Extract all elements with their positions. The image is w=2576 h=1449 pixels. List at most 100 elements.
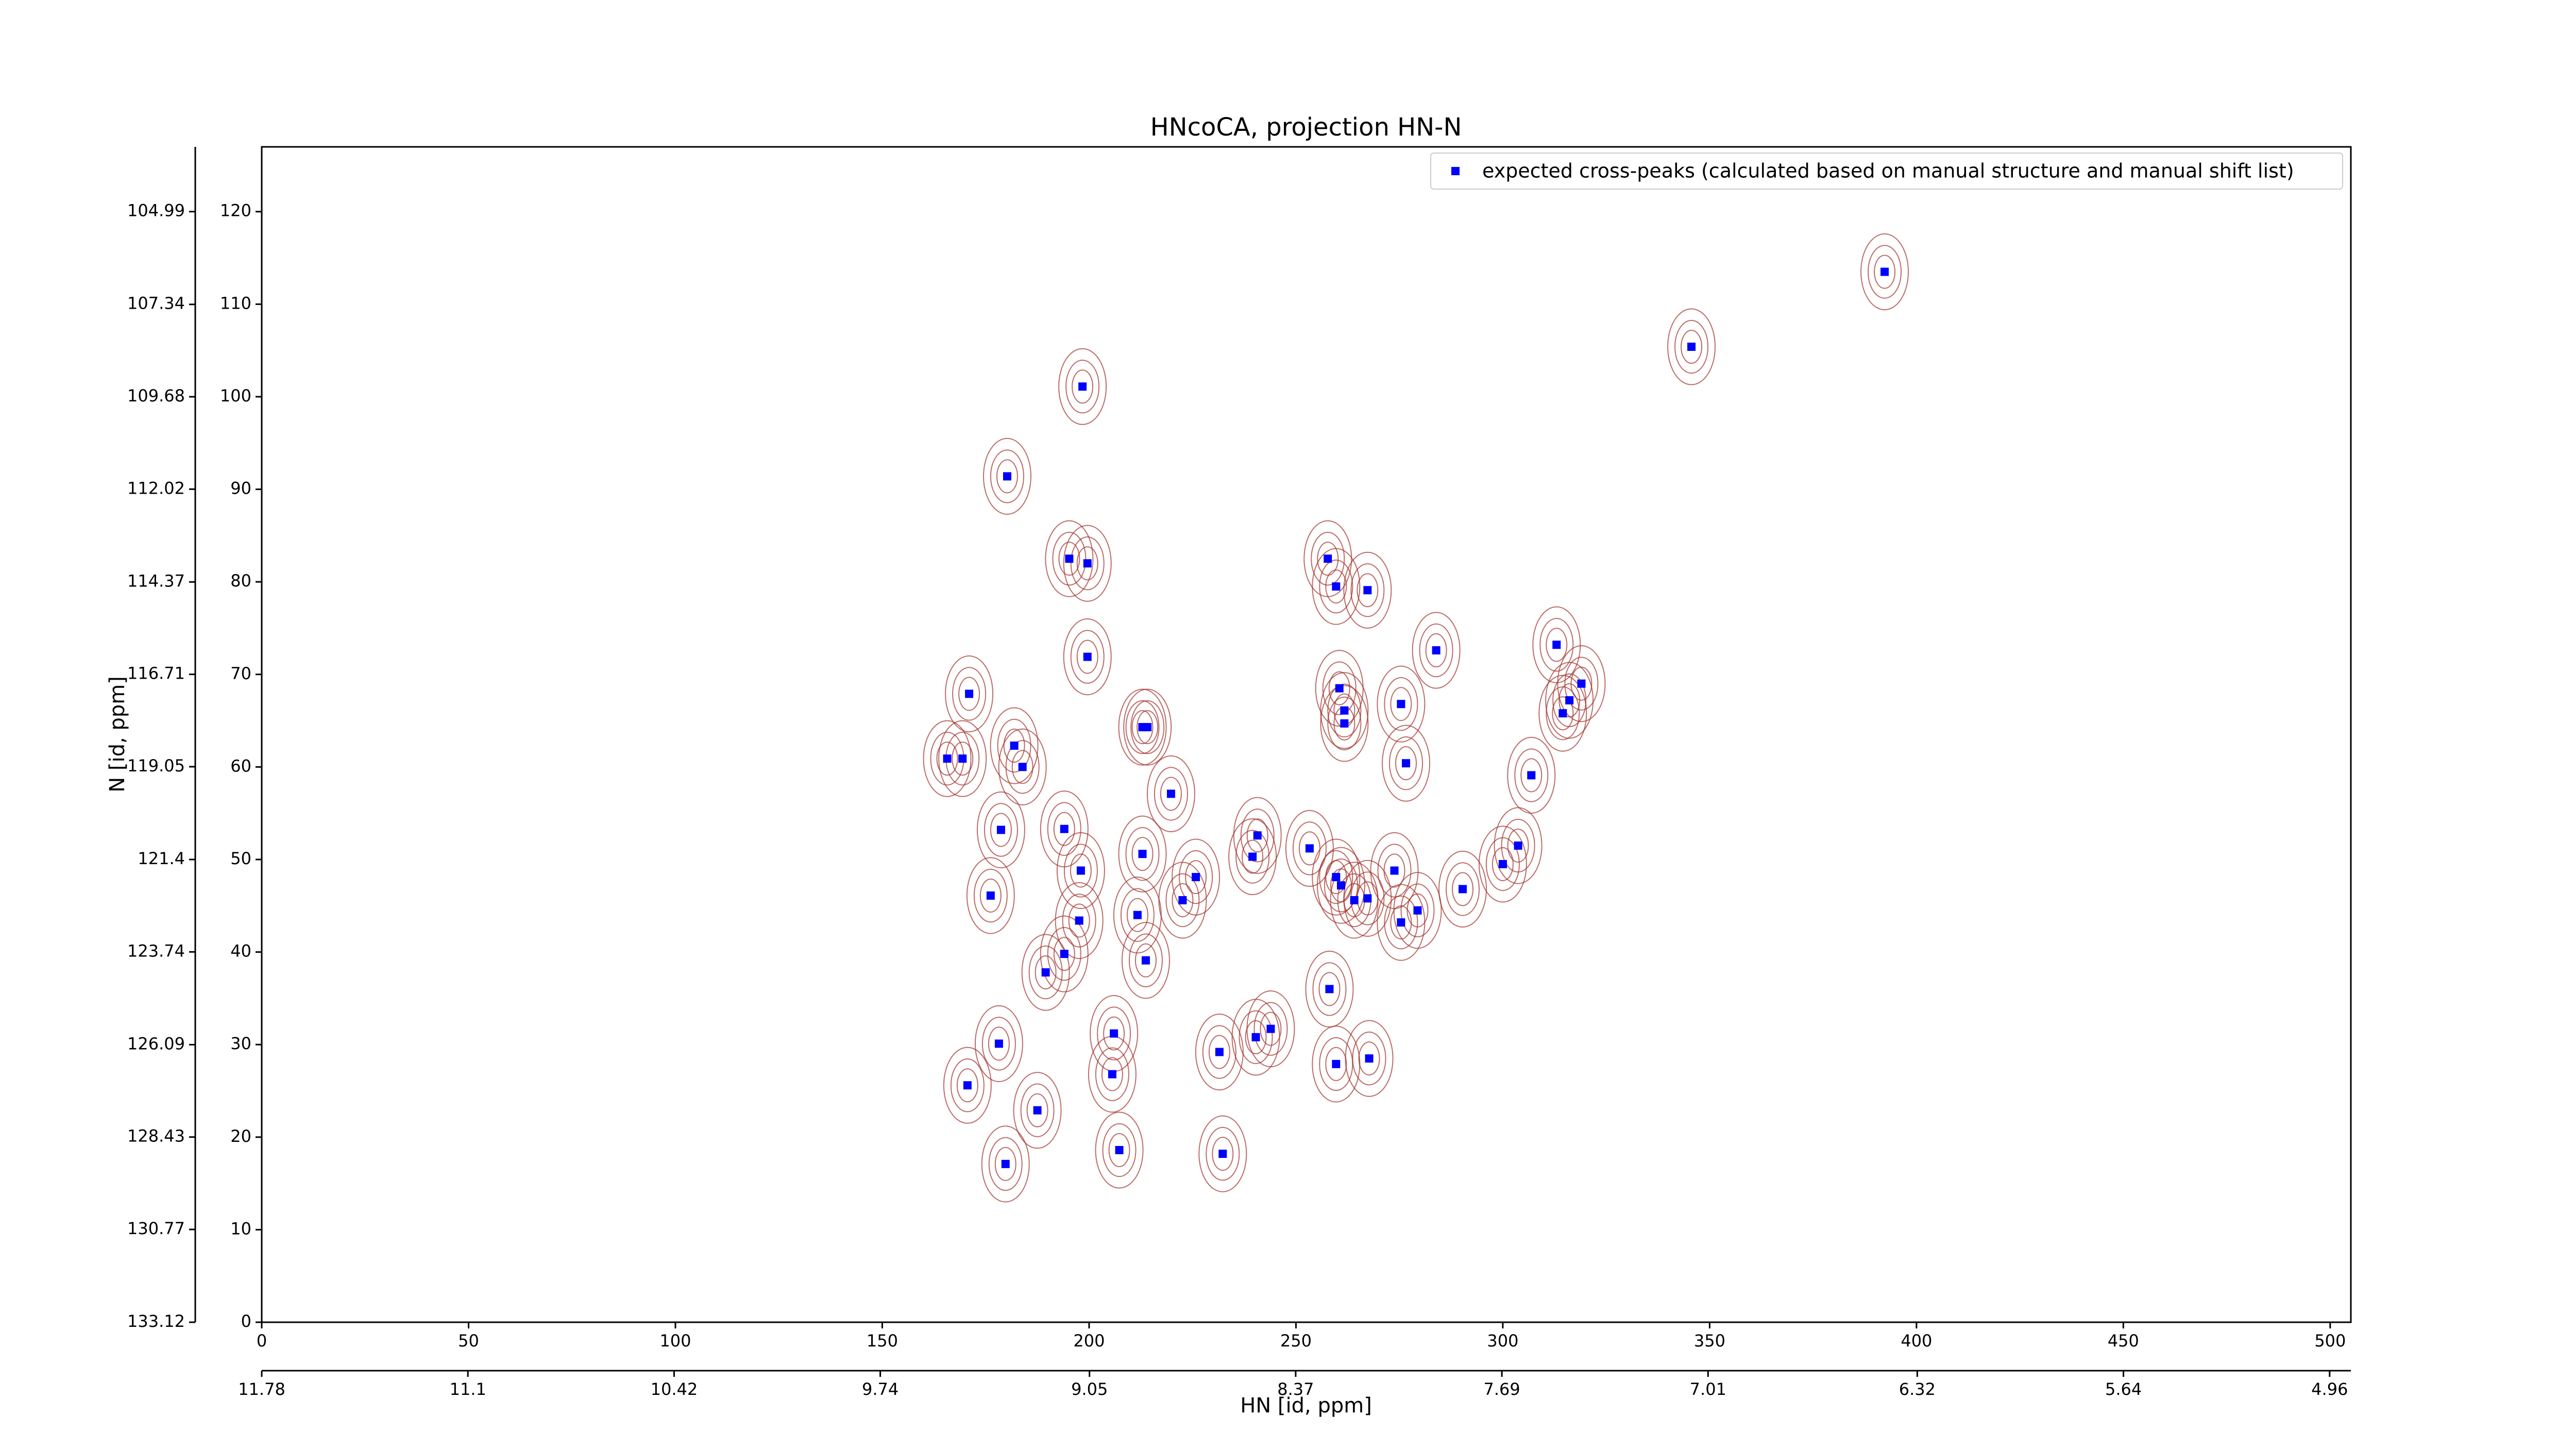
peak-contour xyxy=(997,718,1031,773)
point xyxy=(1001,1159,1010,1168)
y2-tick-label: 130.77 xyxy=(127,1219,185,1238)
x2-tick-label: 10.42 xyxy=(651,1379,698,1399)
peak-contour xyxy=(1097,1006,1131,1060)
peak-contour xyxy=(936,742,958,776)
legend-label: expected cross-peaks (calculated based o… xyxy=(1482,160,2294,182)
point xyxy=(943,754,952,763)
peak-contour xyxy=(1312,548,1361,625)
peak-contour xyxy=(973,868,1008,923)
peak-contour xyxy=(1312,838,1361,916)
peak-contour xyxy=(1130,700,1165,754)
peak-contour xyxy=(1208,1035,1230,1069)
x-tick-label: 350 xyxy=(1694,1331,1725,1351)
point xyxy=(1166,789,1175,798)
x2-tick-label: 5.64 xyxy=(2105,1379,2142,1399)
peak-contour xyxy=(1013,1072,1062,1149)
x2-tick-label: 11.78 xyxy=(238,1379,285,1399)
point xyxy=(1041,968,1050,977)
peak-contour xyxy=(1246,990,1295,1068)
y2-tick-label: 126.09 xyxy=(127,1034,185,1053)
point xyxy=(1110,1029,1118,1038)
peak-contour xyxy=(1320,672,1369,749)
point xyxy=(963,1081,972,1090)
peak-contour xyxy=(956,1068,978,1103)
peak-contour xyxy=(1045,520,1094,597)
peak-contour xyxy=(1070,630,1105,684)
x2-tick-label: 11.1 xyxy=(450,1379,486,1399)
x-tick-label: 100 xyxy=(659,1331,691,1351)
peak-contour xyxy=(1395,746,1417,781)
point xyxy=(1266,1024,1275,1033)
point xyxy=(1432,646,1440,655)
point xyxy=(1363,894,1372,903)
peak-contour xyxy=(1324,858,1358,913)
peak-contour xyxy=(1389,736,1423,790)
peak-contour xyxy=(1674,319,1709,374)
peak-contour xyxy=(1154,767,1188,821)
point xyxy=(1397,918,1405,927)
point xyxy=(1218,1150,1227,1158)
x-tick-label: 300 xyxy=(1487,1331,1518,1351)
point xyxy=(1076,866,1085,875)
x-tick-label: 150 xyxy=(867,1331,898,1351)
peak-contour xyxy=(1185,860,1207,895)
peak-contour xyxy=(950,1058,985,1113)
x2-tick-label: 7.01 xyxy=(1690,1379,1726,1399)
peak-contour xyxy=(1352,1031,1386,1086)
peak-contour xyxy=(1053,937,1075,971)
peak-contour xyxy=(1558,683,1581,718)
point xyxy=(1397,700,1405,709)
point xyxy=(1558,709,1567,718)
x2-tick-label: 9.05 xyxy=(1071,1379,1108,1399)
peak-contour xyxy=(981,1017,1016,1071)
point xyxy=(1133,911,1142,919)
legend-marker xyxy=(1451,167,1460,175)
peak-contour xyxy=(1118,688,1167,766)
point xyxy=(1527,771,1536,780)
peak-contour xyxy=(1113,877,1162,954)
peak-contour xyxy=(1063,618,1112,696)
peak-contour xyxy=(1235,830,1270,884)
peak-contour xyxy=(1419,623,1453,678)
peak-contour xyxy=(1040,915,1089,992)
x-tick-label: 50 xyxy=(458,1331,479,1351)
peak-contour xyxy=(1384,677,1418,731)
y-tick-label: 30 xyxy=(230,1034,251,1053)
peak-contour xyxy=(1325,1047,1347,1081)
peak-contour xyxy=(1520,758,1543,793)
y2-tick-label: 112.02 xyxy=(127,478,185,498)
point xyxy=(1390,866,1399,875)
point xyxy=(1413,906,1422,915)
y2-tick-label: 104.99 xyxy=(127,201,185,221)
peak-contour xyxy=(1172,883,1194,917)
plot-frame xyxy=(261,146,2352,1323)
point xyxy=(1880,267,1889,276)
y2-tick-label: 119.05 xyxy=(127,756,185,776)
peak-contour xyxy=(1058,348,1107,425)
peak-contour xyxy=(1412,612,1461,689)
peak-contour xyxy=(1123,688,1172,766)
point xyxy=(1251,1033,1260,1041)
peak-contour xyxy=(1545,662,1594,739)
peak-contour xyxy=(1076,546,1098,581)
peak-contour xyxy=(1070,853,1092,888)
peak-contour xyxy=(1202,1025,1236,1079)
peak-contour xyxy=(1260,1012,1282,1046)
peak-contour xyxy=(1400,883,1435,937)
peak-contour xyxy=(1198,1115,1247,1192)
peak-contour xyxy=(1681,329,1703,364)
point xyxy=(1060,824,1069,833)
peak-contour xyxy=(1028,945,1063,1000)
point xyxy=(1108,1070,1116,1079)
peak-contour xyxy=(1667,308,1716,385)
peak-contour xyxy=(952,667,987,721)
peak-contour xyxy=(1026,1093,1048,1127)
peak-contour xyxy=(1131,710,1154,745)
peak-contour xyxy=(1292,821,1327,875)
point xyxy=(958,754,967,763)
x-axis-label: HN [id, ppm] xyxy=(1240,1394,1372,1418)
peak-contour xyxy=(1102,1123,1137,1177)
peak-contour xyxy=(996,459,1018,494)
point xyxy=(1459,885,1467,894)
peak-contour xyxy=(1134,943,1157,978)
